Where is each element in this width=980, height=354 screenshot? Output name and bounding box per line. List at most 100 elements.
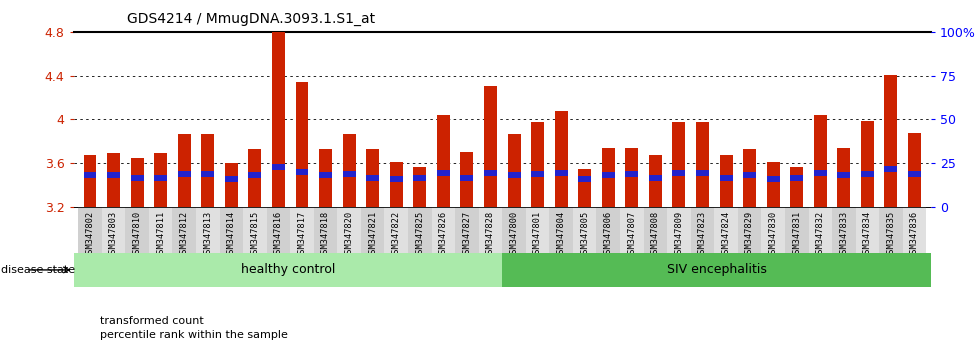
Bar [573, 207, 597, 253]
Text: GSM347805: GSM347805 [580, 211, 589, 258]
Text: GSM347802: GSM347802 [85, 211, 94, 258]
Bar [408, 207, 431, 253]
Bar [879, 207, 903, 253]
Bar [908, 133, 921, 207]
Text: GSM347825: GSM347825 [416, 211, 424, 258]
Bar [502, 207, 526, 253]
Bar [625, 148, 638, 207]
Bar [319, 149, 332, 207]
Text: GSM347831: GSM347831 [792, 211, 802, 258]
Bar [337, 207, 361, 253]
Bar [414, 167, 426, 207]
Text: GSM347803: GSM347803 [109, 211, 118, 258]
Bar [154, 153, 168, 207]
Bar [738, 207, 761, 253]
Text: GSM347818: GSM347818 [321, 211, 330, 258]
Bar [672, 122, 685, 207]
Bar [743, 172, 757, 178]
Bar [649, 175, 662, 181]
Bar [625, 171, 638, 177]
Bar [461, 175, 473, 181]
Bar [296, 169, 309, 175]
Bar [696, 170, 709, 176]
Bar [83, 172, 96, 178]
Bar [743, 149, 757, 207]
Text: GSM347826: GSM347826 [439, 211, 448, 258]
Bar [149, 207, 172, 253]
Bar [484, 86, 497, 207]
Text: GSM347835: GSM347835 [887, 211, 896, 258]
Bar [813, 170, 827, 176]
Bar [83, 154, 96, 207]
Bar [885, 75, 898, 207]
Bar [74, 253, 502, 287]
Bar [602, 148, 614, 207]
Text: GSM347827: GSM347827 [463, 211, 471, 258]
Bar [856, 207, 879, 253]
Bar [903, 207, 926, 253]
Text: GSM347814: GSM347814 [226, 211, 236, 258]
Bar [620, 207, 644, 253]
Text: GSM347833: GSM347833 [839, 211, 849, 258]
Bar [172, 207, 196, 253]
Bar [555, 111, 567, 207]
Bar [243, 207, 267, 253]
Text: GSM347811: GSM347811 [156, 211, 166, 258]
Text: GSM347810: GSM347810 [132, 211, 141, 258]
Bar [390, 162, 403, 207]
Bar [484, 170, 497, 176]
Text: disease state: disease state [1, 265, 75, 275]
Bar [649, 154, 662, 207]
Bar [478, 207, 502, 253]
Bar [672, 170, 685, 176]
Text: GSM347801: GSM347801 [533, 211, 542, 258]
Text: GSM347800: GSM347800 [510, 211, 518, 258]
Bar [714, 207, 738, 253]
Bar [837, 172, 851, 178]
Bar [885, 166, 898, 172]
Bar [248, 149, 262, 207]
Text: GDS4214 / MmugDNA.3093.1.S1_at: GDS4214 / MmugDNA.3093.1.S1_at [127, 12, 375, 27]
Bar [107, 153, 120, 207]
Bar [832, 207, 856, 253]
Text: GSM347816: GSM347816 [274, 211, 283, 258]
Bar [130, 158, 144, 207]
Bar [578, 169, 591, 207]
Bar [201, 134, 215, 207]
Text: transformed count: transformed count [100, 316, 204, 326]
Bar [267, 207, 290, 253]
Bar [602, 172, 614, 178]
Text: GSM347817: GSM347817 [298, 211, 307, 258]
Bar [667, 207, 691, 253]
Text: healthy control: healthy control [241, 263, 335, 276]
Text: GSM347807: GSM347807 [627, 211, 636, 258]
Bar [367, 149, 379, 207]
Bar [314, 207, 337, 253]
Bar [696, 122, 709, 207]
Text: GSM347821: GSM347821 [368, 211, 377, 258]
Bar [437, 115, 450, 207]
Bar [790, 175, 804, 181]
Text: GSM347806: GSM347806 [604, 211, 612, 258]
Text: GSM347812: GSM347812 [179, 211, 189, 258]
Bar [196, 207, 220, 253]
Bar [785, 207, 808, 253]
Bar [296, 82, 309, 207]
Text: GSM347830: GSM347830 [768, 211, 778, 258]
Bar [414, 175, 426, 181]
Bar [224, 163, 238, 207]
Bar [766, 162, 780, 207]
Bar [508, 134, 520, 207]
Text: GSM347823: GSM347823 [698, 211, 707, 258]
Bar [908, 171, 921, 177]
Bar [125, 207, 149, 253]
Bar [361, 207, 384, 253]
Bar [107, 172, 120, 178]
Bar [526, 207, 550, 253]
Text: GSM347815: GSM347815 [251, 211, 260, 258]
Text: GSM347822: GSM347822 [392, 211, 401, 258]
Text: GSM347820: GSM347820 [345, 211, 354, 258]
Bar [691, 207, 714, 253]
Bar [224, 176, 238, 182]
Text: GSM347828: GSM347828 [486, 211, 495, 258]
